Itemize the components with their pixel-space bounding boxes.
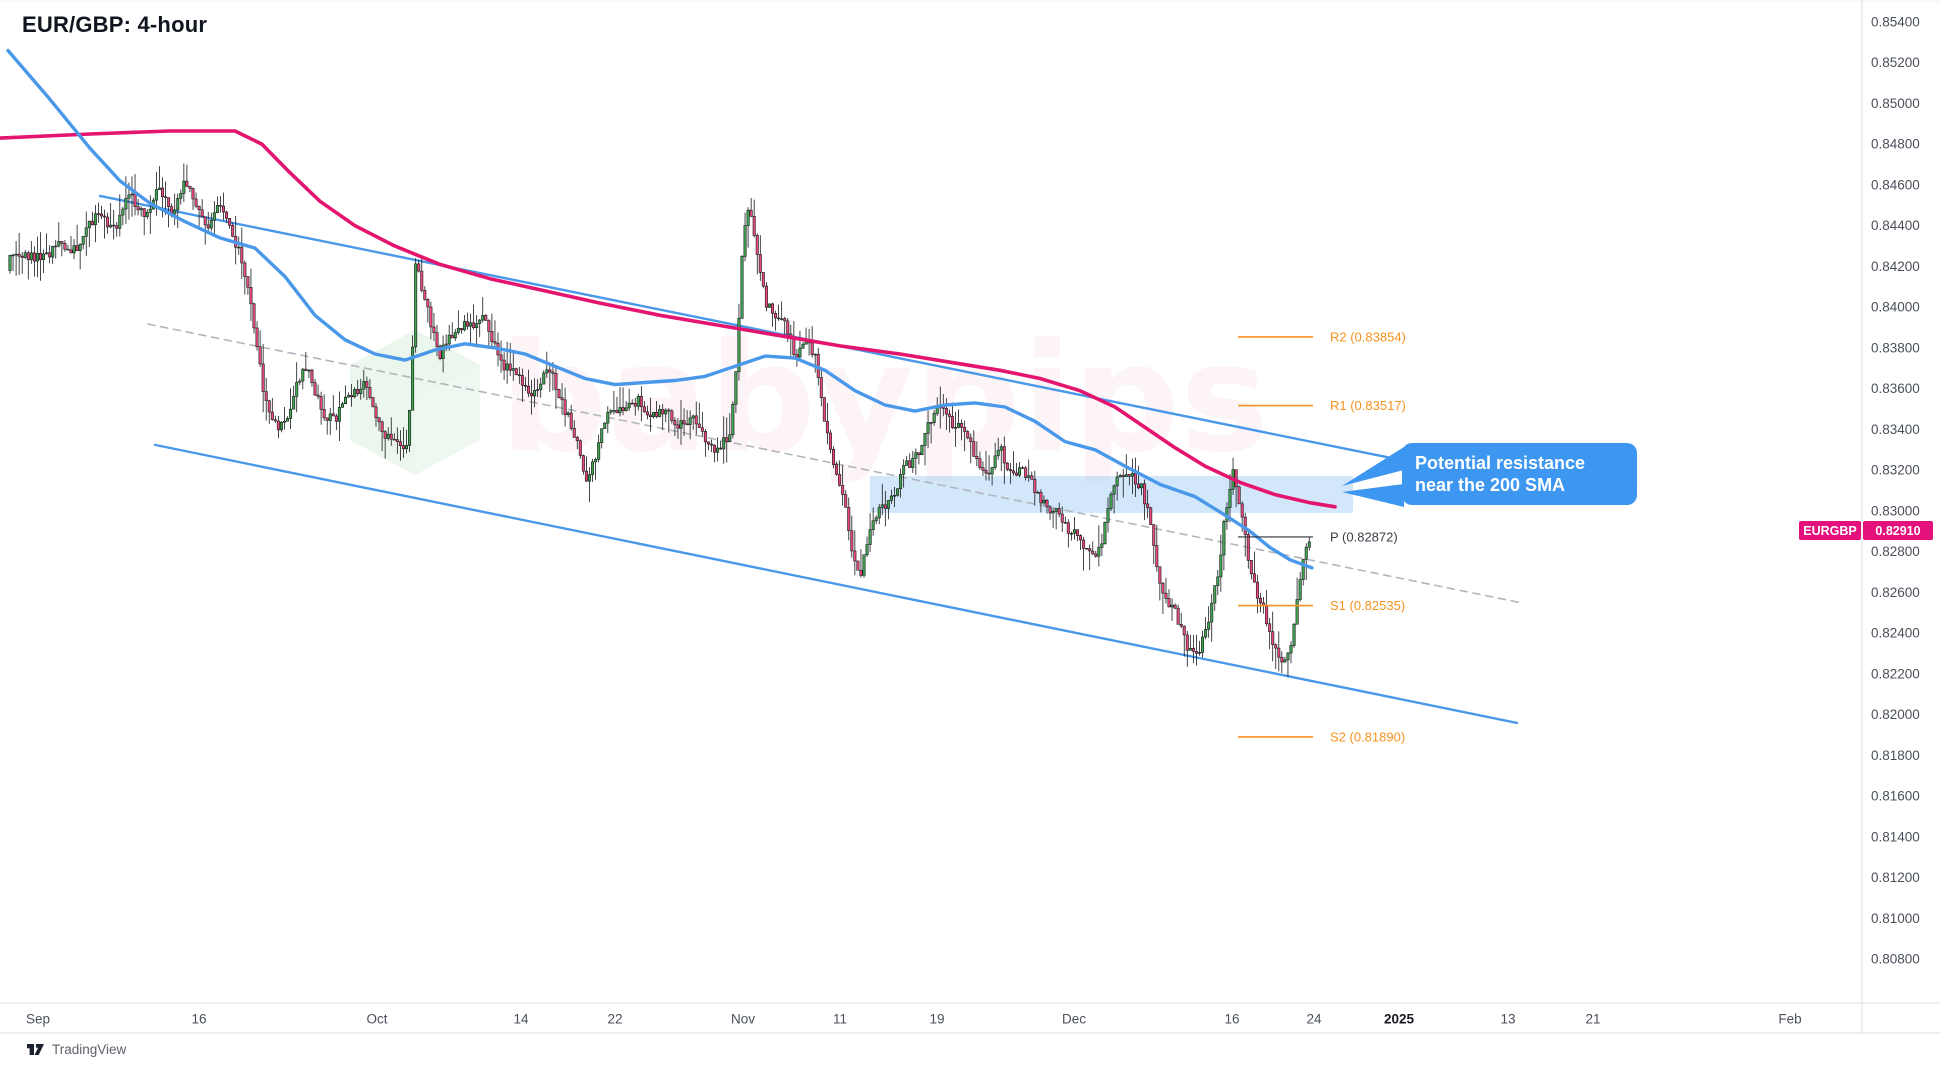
price-tick-label: 0.84400 [1871,218,1920,233]
pivot-label-S2: S2 (0.81890) [1330,729,1405,744]
pivot-levels: R2 (0.83854) R1 (0.83517) P (0.82872) S1 (0… [1238,329,1406,744]
price-tick-label: 0.84200 [1871,259,1920,274]
watermark-text: babypips [500,312,1269,486]
price-tick-label: 0.82200 [1871,666,1920,681]
price-tick-label: 0.80800 [1871,952,1920,967]
annotation-callout: Potential resistance near the 200 SMA [1402,443,1637,505]
tradingview-icon [27,1044,44,1055]
annotation-line-1: Potential resistance [1415,453,1586,473]
time-tick-label: Sep [26,1012,50,1027]
price-tick-label: 0.81600 [1871,789,1920,804]
price-tick-label: 0.83800 [1871,340,1920,355]
channel-lower-line [153,443,1519,725]
price-tick-label: 0.83400 [1871,422,1920,437]
price-tick-label: 0.81200 [1871,870,1920,885]
time-tick-label: 19 [929,1012,944,1027]
pivot-label-P: P (0.82872) [1330,529,1398,544]
time-tick-label: Nov [731,1012,755,1027]
price-tick-label: 0.83200 [1871,463,1920,478]
price-tick-label: 0.81400 [1871,829,1920,844]
price-tick-label: 0.82800 [1871,544,1920,559]
price-tick-label: 0.84000 [1871,300,1920,315]
channel-mid-line [147,323,1523,604]
time-tick-label: 2025 [1384,1012,1415,1027]
price-tick-label: 0.83000 [1871,503,1920,518]
time-tick-label: 24 [1306,1012,1322,1027]
price-tick-label: 0.81800 [1871,748,1920,763]
time-tick-label: 14 [513,1012,529,1027]
tradingview-label: TradingView [52,1042,127,1057]
price-tick-label: 0.81000 [1871,911,1920,926]
candle-bodies [8,180,1311,663]
last-price-value-tag: 0.82910 [1863,521,1933,540]
sma-50-line [6,48,1314,570]
price-tick-label: 0.82400 [1871,626,1920,641]
price-axis[interactable]: 0.85400 0.85200 0.85000 0.84800 0.84600 0.844… [1871,15,1920,967]
chart-title: EUR/GBP: 4-hour [22,12,208,37]
time-tick-label: Feb [1778,1012,1801,1027]
time-axis[interactable]: Sep 16 Oct 14 22 Nov 11 19 Dec 16 24 2025 13 21 Feb [26,1012,1802,1027]
time-tick-label: Oct [366,1012,387,1027]
pivot-label-S1: S1 (0.82535) [1330,598,1405,613]
price-tick-label: 0.82600 [1871,585,1920,600]
price-tick-label: 0.85400 [1871,15,1920,30]
tradingview-logo[interactable]: TradingView [26,1042,126,1057]
last-price-symbol-tag: EURGBP [1799,521,1861,540]
annotation-line-2: near the 200 SMA [1415,475,1566,495]
pivot-label-R1: R1 (0.83517) [1330,398,1406,413]
time-tick-label: Dec [1062,1012,1086,1027]
price-tick-label: 0.85200 [1871,55,1920,70]
pivot-label-R2: R2 (0.83854) [1330,329,1406,344]
time-tick-label: 16 [191,1012,206,1027]
time-tick-label: 22 [607,1012,622,1027]
price-tick-label: 0.84600 [1871,177,1920,192]
time-tick-label: 13 [1500,1012,1515,1027]
price-tick-label: 0.82000 [1871,707,1920,722]
time-tick-label: 16 [1224,1012,1239,1027]
sma-200-line [0,129,1337,509]
time-tick-label: 11 [833,1012,847,1027]
price-tick-label: 0.83600 [1871,381,1920,396]
time-tick-label: 21 [1585,1012,1600,1027]
price-tick-label: 0.84800 [1871,137,1920,152]
watermark: babypips [350,312,1269,486]
annotation-callout-tail [1342,447,1404,507]
price-tick-label: 0.85000 [1871,96,1920,111]
